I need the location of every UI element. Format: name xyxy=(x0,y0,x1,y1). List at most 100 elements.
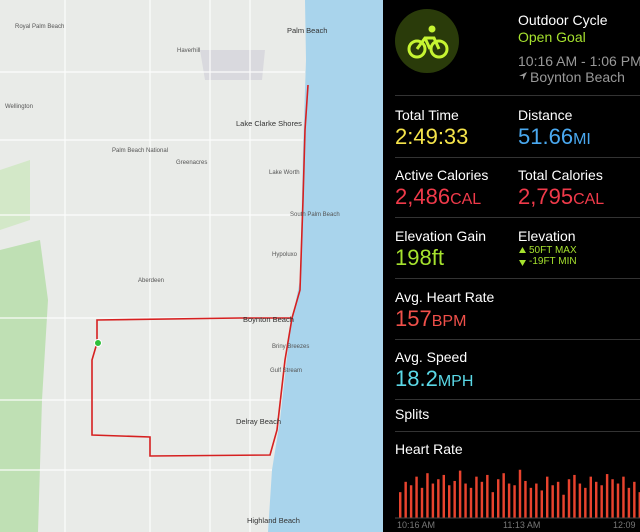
map-label: Greenacres xyxy=(176,160,207,166)
map-label: Palm Beach National xyxy=(112,148,168,154)
metric-value: 2,795CAL xyxy=(518,184,604,210)
heart-rate-bar xyxy=(431,483,435,518)
heart-rate-bar xyxy=(404,481,407,518)
map-label: Hypoluxo xyxy=(272,252,298,258)
separator xyxy=(395,399,640,400)
map: Palm Beach Royal Palm Beach Haverhill Welli… xyxy=(0,0,383,532)
metric-value: 18.2MPH xyxy=(395,366,473,392)
heart-rate-bar xyxy=(415,476,418,518)
map-label: Palm Beach xyxy=(287,26,327,35)
heart-rate-bar xyxy=(633,481,636,518)
metric-label: Total Calories xyxy=(518,167,603,183)
heart-rate-bar xyxy=(442,474,446,518)
heart-rate-bar xyxy=(611,479,614,518)
metric-value: 157BPM xyxy=(395,306,466,332)
heart-rate-bar xyxy=(437,479,440,518)
heart-rate-bar xyxy=(562,494,565,518)
x-tick-label: 12:09 xyxy=(613,520,636,530)
heart-rate-bar xyxy=(627,487,631,518)
elevation-max: 50FT MAX xyxy=(529,245,577,256)
heart-rate-bar xyxy=(469,487,473,518)
splits[interactable]: Splits xyxy=(395,406,430,422)
heart-rate-bar xyxy=(458,470,462,518)
heart-rate-bar xyxy=(540,490,544,518)
heart-rate-bar xyxy=(524,480,527,518)
value: 157 xyxy=(395,306,432,331)
map-label: South Palm Beach xyxy=(290,212,340,218)
heart-rate-bar xyxy=(497,479,500,518)
map-label: Gulf Stream xyxy=(270,368,302,374)
heart-rate-bar xyxy=(518,469,522,518)
value: 2,795 xyxy=(518,184,574,209)
value: 18.2 xyxy=(395,366,438,391)
heart-rate-bar xyxy=(584,487,587,518)
separator xyxy=(395,339,640,340)
x-tick-label: 11:13 AM xyxy=(503,520,540,530)
heart-rate-bar xyxy=(600,485,603,518)
location-icon xyxy=(519,72,527,80)
value: 2,486 xyxy=(395,184,451,209)
workout-name: Outdoor Cycle xyxy=(518,12,608,28)
heart-rate-bar xyxy=(409,485,413,518)
metric-label: Total Time xyxy=(395,107,459,123)
metric-label: Distance xyxy=(518,107,573,123)
metric-label: Active Calories xyxy=(395,167,489,183)
heart-rate-bar xyxy=(475,476,478,518)
elevation-min: -19FT MIN xyxy=(529,256,577,267)
heart-rate-bar xyxy=(513,485,516,518)
workout-goal: Open Goal xyxy=(518,29,586,45)
metric-value: 198ft xyxy=(395,245,444,270)
separator xyxy=(395,431,640,432)
elevation-arrows xyxy=(519,247,526,266)
heart-rate-bar xyxy=(605,474,609,518)
heart-rate-chart: 10:16 AM 11:13 AM 12:09 xyxy=(395,469,640,530)
heart-rate-bar xyxy=(578,483,582,518)
heart-rate-bar xyxy=(638,492,640,518)
metric-label: Elevation xyxy=(518,228,576,244)
x-tick-label: 10:16 AM xyxy=(397,520,435,530)
time-range: 10:16 AM - 1:06 PM xyxy=(518,53,640,69)
heart-rate-bar xyxy=(573,474,576,518)
heart-rate-bar xyxy=(464,483,467,518)
heart-rate-bar xyxy=(426,473,429,518)
metric-value: 2:49:33 xyxy=(395,124,469,149)
map-label: Highland Beach xyxy=(247,516,300,525)
unit: CAL xyxy=(450,191,482,208)
heart-rate-bar xyxy=(420,487,424,518)
heart-rate-bar xyxy=(567,479,571,518)
map-label: Lake Worth xyxy=(269,170,300,176)
metric-label: Elevation Gain xyxy=(395,228,487,244)
heart-rate-bar xyxy=(595,481,598,518)
separator xyxy=(395,157,640,158)
metric-value: 51.66MI xyxy=(518,124,591,150)
heart-rate-bar xyxy=(551,485,554,518)
heart-rate-bar xyxy=(546,476,549,518)
value: 51.66 xyxy=(518,124,574,149)
separator xyxy=(395,95,640,96)
heart-rate-bar xyxy=(480,481,484,518)
map-label: Wellington xyxy=(5,104,33,110)
heart-rate-bar xyxy=(399,492,402,518)
heart-rate-bar xyxy=(616,483,620,518)
metric-label: Avg. Speed xyxy=(395,349,468,365)
unit: BPM xyxy=(431,313,467,330)
map-label: Aberdeen xyxy=(138,278,164,284)
heart-rate-bar xyxy=(448,485,451,518)
heart-rate-bar xyxy=(491,492,495,518)
map-label: Lake Clarke Shores xyxy=(236,119,302,128)
heart-rate-bar xyxy=(453,480,456,518)
heart-rate-bar xyxy=(507,483,511,518)
activity-icon xyxy=(395,9,459,73)
map-label: Boynton Beach xyxy=(243,315,294,324)
heart-rate-bar xyxy=(529,487,533,518)
map-label: Haverhill xyxy=(177,48,200,54)
unit: CAL xyxy=(573,191,605,208)
separator xyxy=(395,217,640,218)
heart-rate-bar xyxy=(622,476,625,518)
unit: MPH xyxy=(437,373,474,390)
heart-rate-bar xyxy=(589,476,593,518)
separator xyxy=(395,278,640,279)
map-label: Royal Palm Beach xyxy=(15,24,64,30)
heart-rate-bar xyxy=(486,474,489,518)
